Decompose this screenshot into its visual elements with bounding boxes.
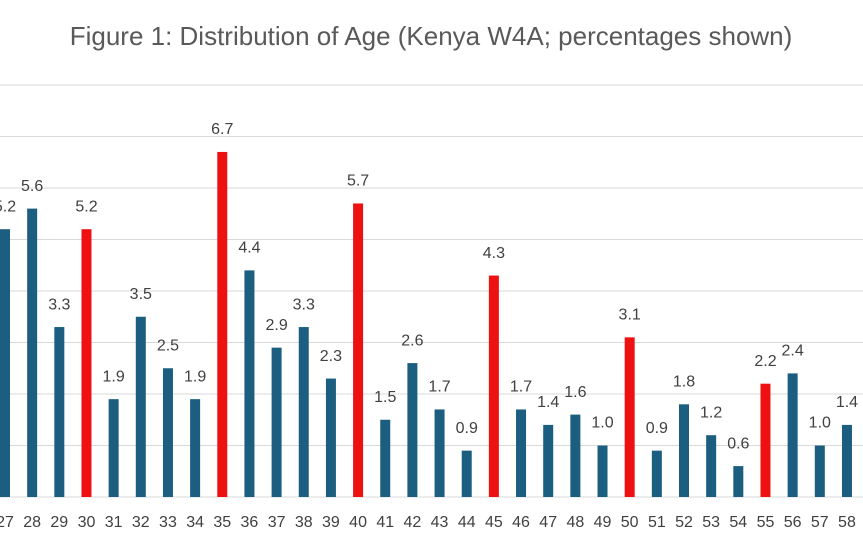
bar: [217, 151, 228, 497]
bar: [54, 327, 65, 497]
x-tick-label: 57: [811, 514, 829, 531]
x-tick-label: 50: [621, 514, 639, 531]
value-label: 0.6: [727, 435, 749, 452]
value-label: 5.7: [347, 173, 369, 190]
bar: [488, 275, 499, 497]
x-tick-label: 27: [0, 514, 14, 531]
x-tick-label: 41: [376, 514, 394, 531]
bar: [841, 424, 852, 497]
value-label: 6.7: [211, 121, 233, 138]
x-tick-label: 30: [78, 514, 96, 531]
value-label: 0.9: [456, 420, 478, 437]
bar: [597, 445, 608, 497]
bar: [298, 327, 309, 497]
value-label: 1.4: [836, 394, 858, 411]
x-tick-label: 49: [594, 514, 612, 531]
bar: [814, 445, 825, 497]
bar: [353, 203, 364, 497]
value-label: 2.6: [401, 332, 423, 349]
bar: [706, 435, 717, 497]
bar: [27, 208, 38, 497]
value-label: 2.2: [754, 353, 776, 370]
x-tick-label: 37: [268, 514, 286, 531]
x-tick-label: 56: [784, 514, 802, 531]
chart-title: Figure 1: Distribution of Age (Kenya W4A…: [70, 21, 793, 51]
x-tick-label: 40: [349, 514, 367, 531]
bar: [570, 414, 581, 497]
x-tick-label: 58: [838, 514, 856, 531]
x-tick-label: 36: [241, 514, 259, 531]
x-tick-label: 48: [566, 514, 584, 531]
x-tick-label: 55: [757, 514, 775, 531]
bar: [325, 378, 336, 497]
x-tick-label: 31: [105, 514, 123, 531]
value-label: 1.0: [809, 415, 831, 432]
bar: [135, 316, 146, 497]
bar: [407, 363, 418, 497]
value-label: 2.9: [265, 317, 287, 334]
value-label: 1.2: [700, 404, 722, 421]
x-tick-label: 54: [729, 514, 747, 531]
x-tick-label: 51: [648, 514, 666, 531]
bar: [760, 383, 771, 497]
x-tick-label: 38: [295, 514, 313, 531]
bar: [516, 409, 527, 497]
value-label: 2.4: [782, 343, 804, 360]
value-label: 3.3: [293, 296, 315, 313]
x-tick-label: 53: [702, 514, 720, 531]
x-tick-label: 34: [186, 514, 204, 531]
bar: [81, 229, 92, 497]
x-tick-label: 43: [431, 514, 449, 531]
value-label: 5.2: [0, 198, 16, 215]
bar: [461, 450, 472, 497]
x-tick-label: 42: [404, 514, 422, 531]
bar: [434, 409, 445, 497]
value-label: 1.4: [537, 394, 559, 411]
x-tick-label: 28: [23, 514, 41, 531]
value-label: 2.5: [157, 337, 179, 354]
bar: [0, 229, 10, 497]
bar: [624, 337, 635, 497]
x-tick-label: 46: [512, 514, 530, 531]
value-label: 5.2: [75, 198, 97, 215]
value-label: 1.9: [184, 368, 206, 385]
bar: [380, 419, 391, 497]
x-tick-label: 29: [50, 514, 68, 531]
bar: [271, 347, 282, 497]
value-label: 4.4: [238, 240, 260, 257]
bar: [787, 373, 798, 497]
value-label: 1.8: [673, 374, 695, 391]
value-label: 1.7: [510, 379, 532, 396]
x-tick-label: 35: [213, 514, 231, 531]
value-label: 1.9: [103, 368, 125, 385]
x-tick-label: 52: [675, 514, 693, 531]
value-label: 4.3: [483, 245, 505, 262]
x-tick-label: 47: [539, 514, 557, 531]
value-label: 5.6: [21, 178, 43, 195]
bar: [162, 368, 173, 497]
value-label: 1.5: [374, 389, 396, 406]
value-label: 3.3: [48, 296, 70, 313]
value-label: 2.3: [320, 348, 342, 365]
value-label: 0.9: [646, 420, 668, 437]
bar: [651, 450, 662, 497]
x-tick-label: 32: [132, 514, 150, 531]
bar: [543, 424, 554, 497]
value-label: 3.1: [619, 307, 641, 324]
bar: [733, 466, 744, 497]
value-label: 1.6: [564, 384, 586, 401]
bar: [108, 399, 119, 497]
x-tick-label: 33: [159, 514, 177, 531]
bar: [679, 404, 689, 497]
bar: [190, 399, 201, 497]
value-label: 1.7: [428, 379, 450, 396]
x-tick-label: 45: [485, 514, 503, 531]
x-tick-label: 39: [322, 514, 340, 531]
value-label: 1.0: [591, 415, 613, 432]
x-tick-label: 44: [458, 514, 476, 531]
value-label: 3.5: [130, 286, 152, 303]
bar: [244, 270, 255, 497]
